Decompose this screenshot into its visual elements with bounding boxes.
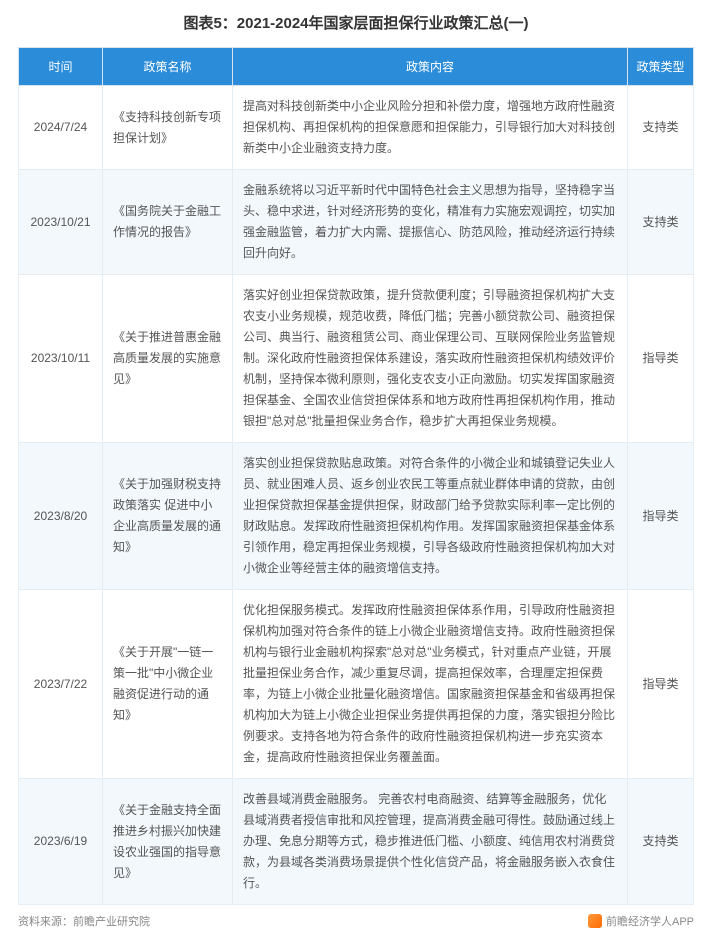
cell-policy-type: 指导类 [628,443,694,590]
cell-date: 2024/7/24 [19,86,103,170]
cell-policy-type: 支持类 [628,779,694,905]
footer-source: 资料来源：前瞻产业研究院 [18,913,150,929]
cell-policy-content: 优化担保服务模式。发挥政府性融资担保体系作用，引导政府性融资担保机构加强对符合条… [233,590,628,779]
cell-policy-name: 《关于推进普惠金融高质量发展的实施意见》 [103,275,233,443]
cell-policy-content: 落实好创业担保贷款政策，提升贷款便利度；引导融资担保机构扩大支农支小业务规模，规… [233,275,628,443]
chart-footer: 资料来源：前瞻产业研究院 前瞻经济学人APP [18,913,694,929]
cell-policy-type: 指导类 [628,275,694,443]
cell-policy-type: 指导类 [628,590,694,779]
col-header-0: 时间 [19,48,103,86]
brand-logo-icon [588,914,602,928]
cell-policy-name: 《国务院关于金融工作情况的报告》 [103,170,233,275]
col-header-1: 政策名称 [103,48,233,86]
cell-policy-content: 金融系统将以习近平新时代中国特色社会主义思想为指导，坚持稳字当头、稳中求进，针对… [233,170,628,275]
cell-policy-type: 支持类 [628,86,694,170]
footer-brand-text: 前瞻经济学人APP [606,913,694,929]
chart-title: 图表5：2021-2024年国家层面担保行业政策汇总(一) [18,12,694,33]
table-row: 2024/7/24《支持科技创新专项担保计划》提高对科技创新类中小企业风险分担和… [19,86,694,170]
cell-policy-content: 落实创业担保贷款贴息政策。对符合条件的小微企业和城镇登记失业人员、就业困难人员、… [233,443,628,590]
cell-policy-name: 《关于金融支持全面推进乡村振兴加快建设农业强国的指导意见》 [103,779,233,905]
cell-date: 2023/10/11 [19,275,103,443]
table-row: 2023/7/22《关于开展"一链一策一批"中小微企业融资促进行动的通知》优化担… [19,590,694,779]
cell-policy-name: 《支持科技创新专项担保计划》 [103,86,233,170]
cell-date: 2023/10/21 [19,170,103,275]
table-row: 2023/10/21《国务院关于金融工作情况的报告》金融系统将以习近平新时代中国… [19,170,694,275]
cell-policy-content: 改善县域消费金融服务。 完善农村电商融资、结算等金融服务，优化县域消费者授信审批… [233,779,628,905]
table-row: 2023/8/20《关于加强财税支持政策落实 促进中小企业高质量发展的通知》落实… [19,443,694,590]
col-header-3: 政策类型 [628,48,694,86]
cell-date: 2023/6/19 [19,779,103,905]
table-header-row: 时间政策名称政策内容政策类型 [19,48,694,86]
policy-table-chart: 图表5：2021-2024年国家层面担保行业政策汇总(一) 时间政策名称政策内容… [0,0,712,937]
table-row: 2023/10/11《关于推进普惠金融高质量发展的实施意见》落实好创业担保贷款政… [19,275,694,443]
col-header-2: 政策内容 [233,48,628,86]
table-row: 2023/6/19《关于金融支持全面推进乡村振兴加快建设农业强国的指导意见》改善… [19,779,694,905]
cell-date: 2023/7/22 [19,590,103,779]
policy-table: 时间政策名称政策内容政策类型 2024/7/24《支持科技创新专项担保计划》提高… [18,47,694,905]
cell-date: 2023/8/20 [19,443,103,590]
cell-policy-content: 提高对科技创新类中小企业风险分担和补偿力度，增强地方政府性融资担保机构、再担保机… [233,86,628,170]
cell-policy-type: 支持类 [628,170,694,275]
table-body: 2024/7/24《支持科技创新专项担保计划》提高对科技创新类中小企业风险分担和… [19,86,694,905]
footer-brand: 前瞻经济学人APP [588,913,694,929]
cell-policy-name: 《关于开展"一链一策一批"中小微企业融资促进行动的通知》 [103,590,233,779]
cell-policy-name: 《关于加强财税支持政策落实 促进中小企业高质量发展的通知》 [103,443,233,590]
